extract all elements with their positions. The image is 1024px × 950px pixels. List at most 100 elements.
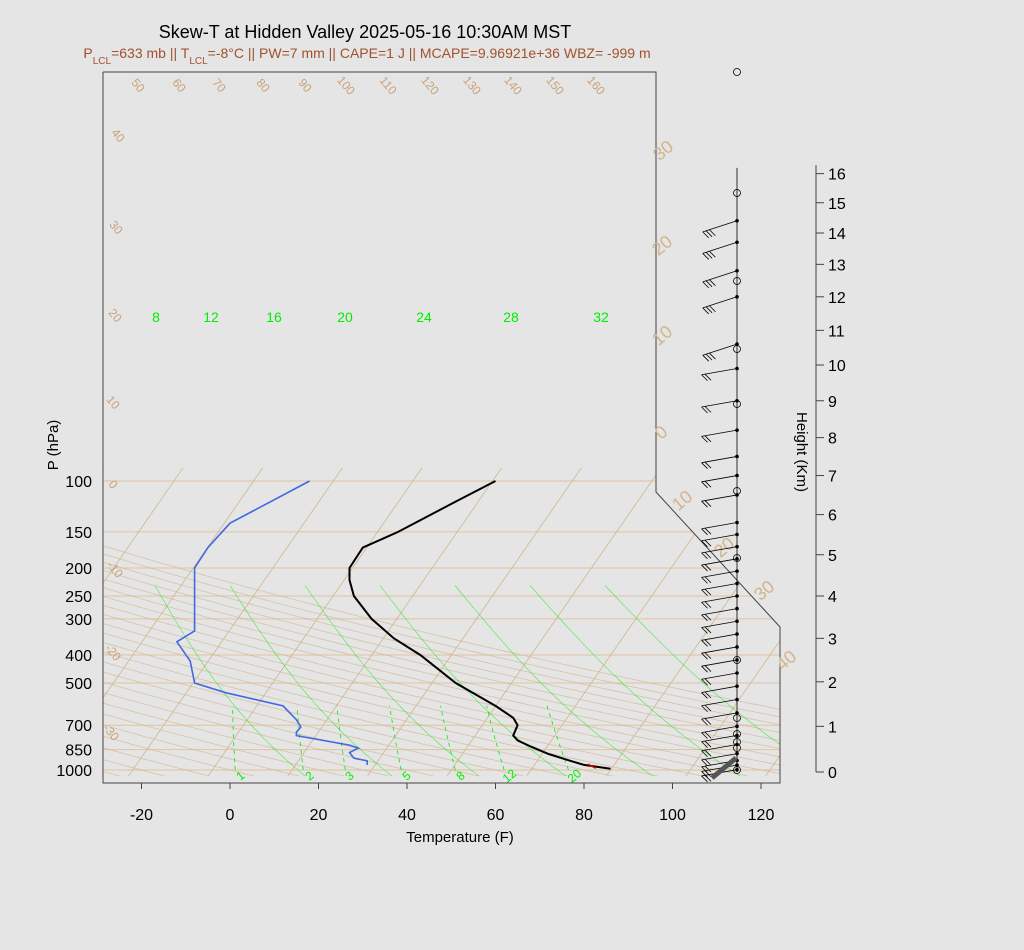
dry-adiabat-line: [103, 467, 780, 777]
wind-barb-flag: [701, 601, 708, 609]
wind-barb: [701, 744, 738, 752]
isotherm-line: [765, 467, 780, 777]
wind-barb-flag: [701, 564, 708, 572]
wind-level-ring: [733, 714, 741, 722]
wind-barb-flag: [701, 665, 708, 673]
dry-adiabat-line: [103, 467, 748, 777]
wind-barb-flag: [705, 353, 713, 361]
isotherm-line: [207, 467, 423, 777]
y-axis-label: P (hPa): [45, 420, 62, 471]
mixing-ratio-label: 8: [152, 309, 160, 325]
wind-level-ring: [733, 766, 741, 774]
wind-barb-flag: [704, 740, 712, 748]
wind-barb-flag: [704, 765, 712, 773]
wind-barb-flag: [704, 731, 712, 739]
x-tick-label: 0: [226, 807, 235, 824]
height-tick-label: 7: [828, 469, 837, 486]
dry-adiabat-line: [103, 467, 479, 777]
wind-barb: [701, 456, 738, 464]
x-tick-label: 120: [748, 807, 775, 824]
pressure-tick-label: 100: [65, 474, 92, 491]
wind-barb-flag: [704, 704, 712, 712]
wind-barb: [701, 659, 738, 667]
wind-barb: [701, 685, 738, 693]
wind-barb-flag: [704, 665, 712, 672]
pressure-tick-label: 400: [65, 648, 92, 665]
x-tick-label: -20: [130, 807, 153, 824]
dry-adiabat-line: [103, 467, 614, 777]
pressure-tick-label: 300: [65, 612, 92, 629]
dry-adiabat-line: [103, 467, 255, 777]
wind-barb-flag: [701, 528, 708, 536]
wind-barb-flag: [704, 718, 712, 725]
wind-barb: [701, 620, 738, 628]
wind-barb-flag: [701, 775, 708, 783]
wind-barb: [701, 646, 738, 654]
dry-adiabat-line: [103, 467, 345, 777]
height-tick-label: 1: [828, 719, 837, 736]
height-tick-label: 5: [828, 548, 837, 565]
wind-barb-flag: [709, 279, 716, 286]
wind-barb-flag: [701, 640, 708, 647]
pressure-tick-label: 250: [65, 589, 92, 606]
wind-level-ring: [733, 744, 741, 752]
isotherm-line: [605, 467, 780, 777]
wind-barb-flag: [704, 749, 712, 757]
wind-barb-flag: [702, 354, 710, 362]
dry-adiabat-line: [103, 467, 300, 777]
height-tick-label: 3: [828, 631, 837, 648]
dry-adiabat-line: [103, 467, 780, 777]
chart-subtitle: PLCL=633 mb || TLCL=-8°C || PW=7 mm || C…: [83, 45, 650, 67]
dry-adiabat-line: [103, 467, 780, 777]
wind-barb: [701, 753, 738, 761]
wind-level-ring: [733, 554, 741, 562]
wind-barb-flag: [701, 500, 708, 508]
plot-area: [102, 71, 1024, 784]
wind-barb-flag: [704, 373, 712, 381]
height-tick-label: 16: [828, 167, 846, 184]
wind-barb-flag: [701, 771, 708, 778]
isotherm-line: [845, 468, 1024, 776]
subtitle-tlcl: =-8°C || PW=7 mm || CAPE=1 J || MCAPE=9.…: [208, 45, 651, 61]
mixing-ratio-label: 32: [593, 309, 609, 325]
wind-barb: [701, 764, 738, 772]
wind-barb-flag: [704, 539, 712, 547]
dry-adiabat-line: [103, 467, 704, 777]
wind-barb-flag: [701, 462, 708, 469]
wind-barb: [701, 570, 738, 578]
pressure-tick-label: 1000: [56, 763, 92, 780]
wind-barb-flag: [705, 280, 713, 288]
moist-adiabat-line: [454, 585, 654, 777]
height-tick-label: 15: [828, 196, 846, 213]
wind-barb: [701, 608, 738, 616]
isotherm-line: [103, 467, 264, 777]
mixing-ratio-line: [336, 705, 346, 771]
wind-barb-flag: [704, 527, 712, 535]
height-tick-label: 2: [828, 675, 837, 692]
isotherm-line: [366, 467, 582, 777]
wind-barb-flag: [704, 461, 712, 469]
wind-barb-flag: [704, 758, 712, 766]
mixing-ratio-label: 20: [337, 309, 353, 325]
lcl-marker: [587, 763, 597, 769]
wind-barb-flag: [704, 691, 712, 699]
wind-barb-flag: [701, 614, 708, 622]
moist-adiabat-line: [529, 585, 741, 777]
wind-barb-flag: [704, 551, 712, 559]
wind-level-ring: [733, 68, 741, 76]
temperature-profile: [348, 480, 611, 770]
dry-adiabat-line: [103, 467, 210, 777]
x-tick-label: 80: [575, 807, 593, 824]
height-tick-label: 12: [828, 290, 846, 307]
wind-barb: [701, 734, 738, 743]
isotherm-line: [287, 467, 503, 777]
surface-wind-arrow: [710, 756, 738, 780]
wind-barb-flag: [701, 692, 708, 699]
wind-barb-flag: [704, 588, 712, 596]
wind-barb-flag: [701, 540, 708, 548]
wind-barb-flag: [704, 500, 712, 507]
height-axis-label: Height (Km): [793, 412, 810, 492]
wind-level-ring: [733, 277, 741, 285]
wind-barb-flag: [702, 231, 710, 239]
